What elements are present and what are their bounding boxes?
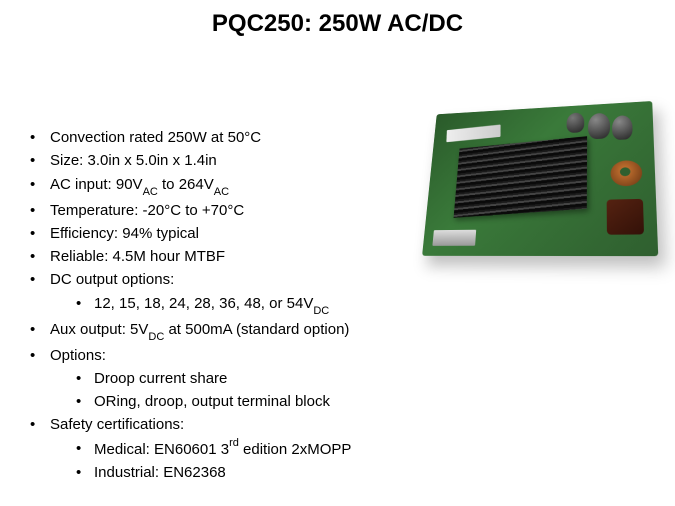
content-row: Convection rated 250W at 50°CSize: 3.0in… (0, 46, 675, 484)
spec-item: Safety certifications:Medical: EN60601 3… (28, 413, 422, 484)
spec-item: 12, 15, 18, 24, 28, 36, 48, or 54VDC (76, 292, 422, 318)
subscript-text: DC (313, 305, 329, 317)
spec-item: Industrial: EN62368 (76, 461, 422, 484)
subscript-text: DC (148, 331, 164, 343)
spec-item: Medical: EN60601 3rd edition 2xMOPP (76, 437, 422, 461)
capacitor-graphic (588, 113, 610, 140)
transformer-graphic (607, 199, 644, 235)
heatsink-graphic (454, 136, 588, 218)
subscript-text: AC (214, 186, 229, 198)
pcb-label-graphic (446, 125, 500, 143)
subscript-text: AC (143, 186, 158, 198)
spec-item: Temperature: -20°C to +70°C (28, 199, 422, 222)
spec-item: Convection rated 250W at 50°C (28, 126, 422, 149)
spec-sublist: Medical: EN60601 3rd edition 2xMOPPIndus… (50, 437, 422, 485)
spec-item: DC output options:12, 15, 18, 24, 28, 36… (28, 268, 422, 317)
page-title: PQC250: 250W AC/DC (0, 0, 675, 46)
spec-item: AC input: 90VAC to 264VAC (28, 173, 422, 199)
spec-sublist: Droop current shareORing, droop, output … (50, 367, 422, 414)
toroid-inductor-graphic (610, 160, 642, 187)
specs-column: Convection rated 250W at 50°CSize: 3.0in… (28, 46, 422, 484)
spec-list: Convection rated 250W at 50°CSize: 3.0in… (28, 126, 422, 484)
spec-item: Options:Droop current shareORing, droop,… (28, 344, 422, 414)
spec-item: Efficiency: 94% typical (28, 222, 422, 245)
spec-item: Aux output: 5VDC at 500mA (standard opti… (28, 318, 422, 344)
spec-item: Reliable: 4.5M hour MTBF (28, 245, 422, 268)
capacitor-graphic (612, 115, 633, 140)
pcb-board-graphic (422, 101, 658, 256)
spec-item: Size: 3.0in x 5.0in x 1.4in (28, 149, 422, 172)
spec-sublist: 12, 15, 18, 24, 28, 36, 48, or 54VDC (50, 292, 422, 318)
product-image (422, 101, 657, 271)
spec-item: Droop current share (76, 367, 422, 390)
connector-graphic (432, 230, 476, 246)
spec-item: ORing, droop, output terminal block (76, 390, 422, 413)
superscript-text: rd (229, 437, 239, 449)
capacitor-graphic (566, 112, 584, 133)
